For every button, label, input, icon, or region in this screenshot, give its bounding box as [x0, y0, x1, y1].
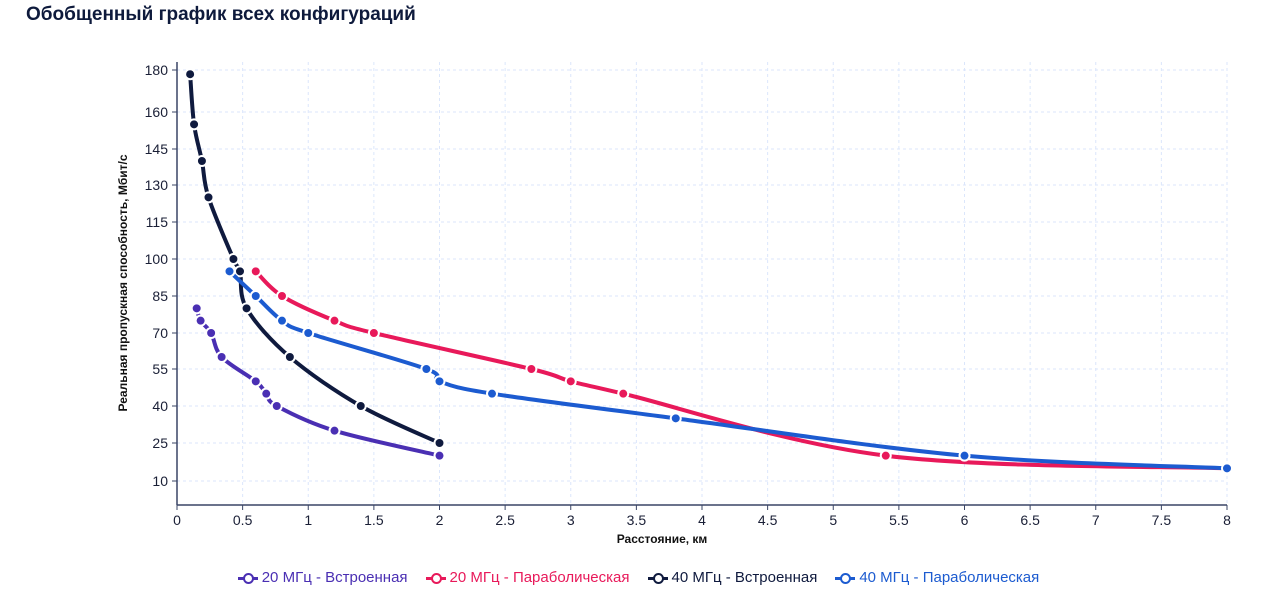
y-tick-label: 130 — [145, 177, 169, 193]
y-tick-label: 160 — [145, 104, 169, 120]
data-point — [276, 314, 288, 327]
y-tick-label: 100 — [145, 251, 169, 267]
x-tick-label: 2.5 — [495, 512, 515, 528]
x-tick-label: 7 — [1092, 512, 1100, 528]
data-point — [958, 449, 971, 462]
y-tick-label: 10 — [152, 473, 168, 489]
data-point — [223, 265, 236, 278]
data-point — [240, 302, 253, 315]
data-point — [525, 363, 538, 375]
x-tick-label: 1 — [304, 512, 312, 528]
x-tick-label: 6 — [961, 512, 969, 528]
y-tick-label: 70 — [152, 325, 168, 341]
data-point — [433, 437, 446, 449]
data-point — [879, 449, 892, 462]
y-tick-label: 115 — [146, 214, 169, 230]
x-tick-label: 0.5 — [233, 512, 253, 528]
series-line-1 — [253, 269, 1229, 471]
x-tick-label: 4.5 — [758, 512, 778, 528]
data-point — [234, 265, 246, 278]
x-tick-label: 8 — [1223, 512, 1231, 528]
x-tick-label: 1.5 — [364, 512, 384, 528]
data-point — [1221, 462, 1233, 475]
series-line-3 — [227, 269, 1229, 471]
data-point — [328, 314, 341, 327]
legend-marker-icon — [237, 572, 258, 584]
series-line-0 — [194, 306, 442, 458]
data-point — [202, 191, 215, 204]
data-point — [195, 155, 208, 167]
data-point — [227, 253, 240, 265]
x-tick-label: 7.5 — [1152, 512, 1172, 528]
data-point — [215, 351, 228, 363]
data-point — [283, 351, 296, 363]
y-axis-label: Реальная пропускная способность, Мбит/с — [116, 154, 130, 411]
data-point — [205, 327, 218, 339]
legend-item[interactable]: 20 МГц - Встроенная — [237, 569, 408, 586]
legend-item[interactable]: 20 МГц - Параболическая — [425, 569, 630, 586]
data-point — [420, 363, 433, 375]
data-point — [184, 68, 197, 81]
data-point — [190, 302, 203, 315]
data-point — [617, 387, 630, 400]
x-tick-label: 6.5 — [1020, 512, 1040, 528]
x-tick-label: 5 — [829, 512, 837, 528]
x-tick-label: 0 — [173, 512, 181, 528]
data-point — [367, 327, 380, 339]
data-point — [486, 387, 498, 400]
legend-item[interactable]: 40 МГц - Параболическая — [835, 569, 1039, 586]
data-point — [194, 314, 207, 327]
legend-marker-icon — [647, 572, 668, 584]
x-tick-label: 4 — [698, 512, 706, 528]
data-point — [276, 290, 288, 302]
x-tick-label: 3.5 — [627, 512, 647, 528]
data-point — [433, 449, 446, 462]
y-tick-label: 180 — [145, 62, 169, 78]
y-tick-label: 55 — [152, 361, 168, 377]
x-tick-label: 2 — [436, 512, 444, 528]
y-tick-label: 145 — [145, 141, 169, 157]
legend: 20 МГц - Встроенная 20 МГц - Параболическ… — [0, 569, 1277, 586]
legend-marker-icon — [835, 572, 856, 584]
legend-label: 40 МГц - Параболическая — [859, 569, 1040, 586]
x-tick-label: 3 — [567, 512, 575, 528]
legend-item[interactable]: 40 МГц - Встроенная — [647, 569, 818, 586]
legend-label: 40 МГц - Встроенная — [671, 569, 818, 586]
data-point — [249, 265, 262, 278]
x-axis-label: Расстояние, км — [617, 532, 708, 546]
data-point — [564, 375, 577, 388]
y-tick-label: 40 — [152, 398, 168, 414]
data-point — [249, 375, 262, 388]
data-point — [433, 375, 446, 388]
chart-title: Обобщенный график всех конфигураций — [26, 4, 416, 25]
data-point — [249, 290, 262, 302]
data-point — [302, 327, 315, 339]
y-tick-label: 85 — [152, 288, 168, 304]
data-point — [669, 412, 682, 425]
data-point — [270, 400, 283, 412]
legend-label: 20 МГц - Встроенная — [261, 569, 408, 586]
legend-marker-icon — [425, 572, 446, 584]
y-tick-label: 25 — [152, 435, 168, 451]
x-tick-label: 5.5 — [889, 512, 909, 528]
data-point — [354, 400, 367, 412]
legend-label: 20 МГц - Параболическая — [449, 569, 630, 586]
data-point — [328, 424, 341, 437]
data-point — [260, 387, 273, 400]
data-point — [188, 118, 201, 131]
